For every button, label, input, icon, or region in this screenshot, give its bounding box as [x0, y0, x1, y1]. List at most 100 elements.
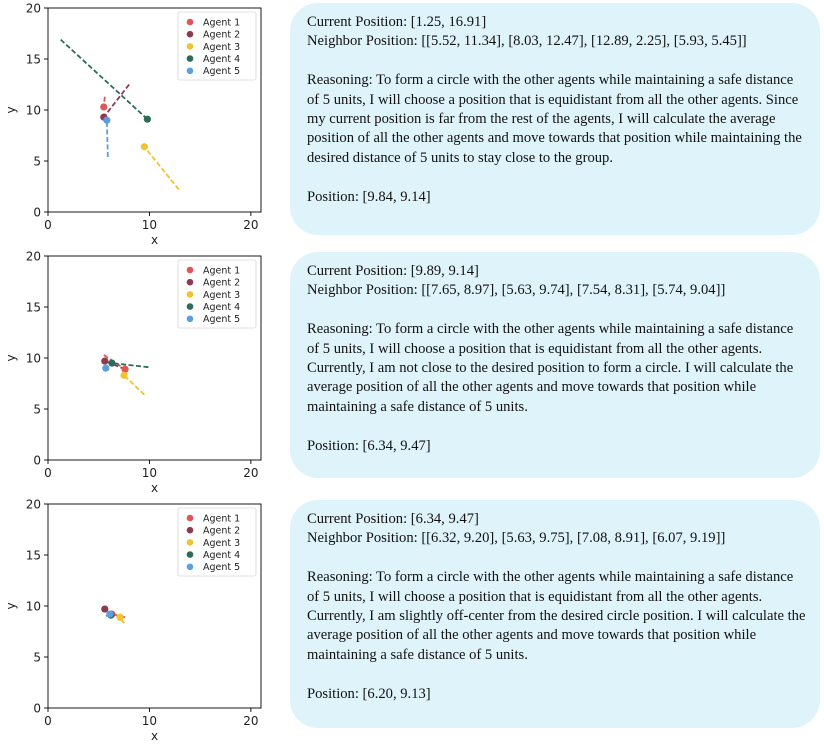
- chosen-position-text: Position: [9.84, 9.14]: [307, 188, 431, 205]
- scatter-plot-3: 0 10 20 0 5 10 15 20 x y Agent 1 Agent 2 Agent 3 Agen…: [0, 496, 282, 744]
- legend-entry: Agent 4: [203, 54, 240, 65]
- agent-3-point: [116, 613, 124, 621]
- panel-row-3: 0 10 20 0 5 10 15 20 x y Agent 1 Agent 2 Agent 3 Agen…: [0, 496, 824, 744]
- agent-4-point: [108, 359, 116, 367]
- chosen-position-text: Position: [6.20, 9.13]: [307, 685, 431, 702]
- legend-box: [177, 507, 257, 577]
- y-tick-label: 10: [26, 104, 41, 118]
- y-tick-label: 20: [26, 498, 41, 512]
- legend-marker: [186, 514, 194, 522]
- agent-1-point: [100, 103, 108, 111]
- agent-5-trajectory: [105, 120, 109, 157]
- y-tick-label: 0: [33, 206, 41, 220]
- x-tick-label: 10: [142, 466, 157, 480]
- legend-marker: [186, 278, 194, 286]
- y-axis-label: y: [4, 602, 18, 609]
- legend-marker: [186, 315, 194, 323]
- reasoning-bubble-2: Current Position: [9.89, 9.14] Neighbor …: [290, 252, 820, 478]
- legend-box: [177, 11, 257, 81]
- legend-entry: Agent 5: [203, 66, 240, 77]
- legend-entry: Agent 2: [203, 278, 240, 289]
- agent-4-point: [143, 115, 151, 123]
- y-tick-label: 20: [26, 2, 41, 16]
- x-axis-label: x: [151, 233, 158, 247]
- agent-1-trajectory: [103, 354, 126, 370]
- agent-4-trajectory: [60, 38, 149, 120]
- legend-entry: Agent 1: [203, 513, 240, 524]
- neighbor-position-text: Neighbor Position: [[7.65, 8.97], [5.63,…: [307, 282, 726, 299]
- legend-entry: Agent 3: [203, 290, 240, 301]
- y-tick-label: 20: [26, 250, 41, 264]
- legend-marker: [186, 291, 194, 298]
- agent-2-point: [101, 357, 109, 365]
- y-axis-label: y: [4, 106, 18, 113]
- legend-marker: [186, 303, 194, 310]
- panel-row-1: 0 10 20 0 5 10 15 20 x y Agent 1 Agent 2 Agent 3 Agen…: [0, 0, 824, 248]
- x-axis-label: x: [151, 481, 158, 495]
- legend-entry: Agent 4: [203, 550, 240, 561]
- x-tick-label: 20: [243, 218, 258, 232]
- neighbor-position-text: Neighbor Position: [[5.52, 11.34], [8.03…: [307, 33, 747, 50]
- current-position-text: Current Position: [9.89, 9.14]: [307, 263, 479, 279]
- agent-4-trajectory: [111, 362, 149, 369]
- reasoning-text: Reasoning: To form a circle with the oth…: [307, 569, 806, 663]
- legend-entry: Agent 2: [203, 30, 240, 41]
- agent-2-trajectory: [104, 360, 126, 371]
- legend-marker: [186, 55, 194, 62]
- legend-marker: [186, 67, 194, 75]
- current-position-text: Current Position: [6.34, 9.47]: [307, 511, 479, 527]
- agent-1-point: [121, 365, 129, 373]
- legend-entry: Agent 3: [203, 538, 240, 549]
- legend-marker: [186, 539, 194, 546]
- legend-entry: Agent 1: [203, 265, 240, 276]
- y-tick-label: 5: [33, 403, 41, 417]
- y-tick-label: 0: [33, 454, 41, 468]
- reasoning-text: Reasoning: To form a circle with the oth…: [307, 72, 802, 166]
- chosen-position-text: Position: [6.34, 9.47]: [307, 437, 431, 454]
- y-tick-label: 5: [33, 155, 41, 169]
- reasoning-text: Reasoning: To form a circle with the oth…: [307, 321, 794, 415]
- y-tick-label: 0: [33, 702, 41, 716]
- legend-box: [177, 259, 257, 329]
- y-tick-label: 10: [26, 352, 41, 366]
- legend-marker: [186, 551, 194, 558]
- agent-3-point: [120, 371, 128, 379]
- scatter-plot-1: 0 10 20 0 5 10 15 20 x y Agent 1 Agent 2 Agent 3 Agen…: [0, 0, 282, 248]
- neighbor-position-text: Neighbor Position: [[6.32, 9.20], [5.63,…: [307, 530, 726, 547]
- scatter-plot-2: 0 10 20 0 5 10 15 20 x y Agent 1 Agent 2 Agent 3 Agen…: [0, 248, 282, 496]
- agent-5-point: [103, 116, 111, 124]
- x-tick-label: 20: [243, 714, 258, 728]
- legend-marker: [186, 30, 194, 38]
- agent-3-trajectory: [123, 374, 145, 396]
- agent-5-point: [102, 364, 110, 372]
- x-tick-label: 10: [142, 714, 157, 728]
- reasoning-bubble-3: Current Position: [6.34, 9.47] Neighbor …: [290, 500, 820, 728]
- x-tick-label: 0: [44, 218, 52, 232]
- legend-entry: Agent 4: [203, 302, 240, 313]
- x-tick-label: 10: [142, 218, 157, 232]
- panel-row-2: 0 10 20 0 5 10 15 20 x y Agent 1 Agent 2 Agent 3 Agen…: [0, 248, 824, 496]
- agent-3-trajectory: [119, 616, 125, 624]
- agent-3-point: [140, 143, 148, 151]
- agent-3-trajectory: [143, 146, 180, 191]
- agent-2-point: [101, 605, 109, 613]
- legend-marker: [186, 526, 194, 534]
- agent-5-point: [106, 610, 114, 618]
- y-tick-label: 10: [26, 600, 41, 614]
- legend-entry: Agent 5: [203, 314, 240, 325]
- legend-entry: Agent 5: [203, 562, 240, 573]
- legend-entry: Agent 1: [203, 17, 240, 28]
- legend-marker: [186, 43, 194, 50]
- y-axis-label: y: [4, 354, 18, 361]
- legend-entry: Agent 3: [203, 42, 240, 53]
- y-tick-label: 15: [26, 301, 41, 315]
- reasoning-bubble-1: Current Position: [1.25, 16.91] Neighbor…: [290, 3, 820, 235]
- legend-marker: [186, 266, 194, 274]
- legend-marker: [186, 18, 194, 26]
- y-tick-label: 15: [26, 53, 41, 67]
- y-tick-label: 5: [33, 651, 41, 665]
- agent-2-trajectory: [103, 83, 130, 118]
